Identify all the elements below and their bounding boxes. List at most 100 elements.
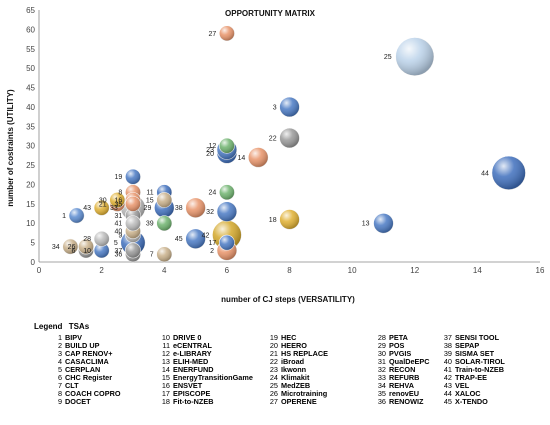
legend-item-number: 34 [377,380,386,390]
y-tick-label: 65 [26,6,35,15]
legend-column: 37 SENSI TOOL 38 SEPAP 39 SISMA SET 40 SOLAR-TI… [440,334,535,405]
legend-item: 13 ELIH-MED [158,357,253,366]
legend-item-name: MedZEB [281,380,311,390]
bubble-15 [156,192,173,208]
legend-item-name: POS [389,340,405,350]
legend-item-name: COACH COPRO [65,388,121,398]
y-tick-label: 20 [26,180,35,189]
legend-item: 38 SEPAP [440,341,535,350]
bubble-3 [279,96,300,118]
legend-item: 45 X-TENDO [440,397,535,406]
legend-item-number: 37 [443,333,452,342]
bubble-14 [247,147,269,168]
legend-item-name: DRIVE 0 [173,333,202,342]
legend-item-name: HEERO [281,340,307,350]
legend-item: 10 DRIVE 0 [158,334,253,342]
legend-item-number: 28 [377,333,386,342]
legend-item: 3 CAP RENOV+ [50,349,145,358]
legend-item: 41 Train-to-NZEB [440,364,535,374]
legend-item-name: HS REPLACE [281,348,329,358]
legend-item-name: Train-to-NZEB [455,364,505,374]
x-tick-label: 12 [410,266,419,275]
bubble-44 [491,155,526,190]
legend-item-number: 36 [377,396,386,406]
legend-item: 1 BIPV [50,334,145,342]
bubble-label-37: 37 [115,248,123,255]
y-tick-label: 5 [31,239,36,248]
legend-item-number: 9 [57,396,62,406]
bubble-label-29: 29 [144,205,152,212]
bubble-label-7: 7 [150,252,154,259]
legend-item: 31 QualDeEPC [374,357,469,366]
legend-column: 19 HEC 20 HEERO 21 HS REPLACE 22 iBroad 23 Ikwonn… [266,334,361,405]
legend-item: 43 VEL [440,381,535,390]
legend-item-name: ENSVET [173,380,203,390]
bubble-label-36: 36 [115,252,123,259]
legend-item: 37 SENSI TOOL [440,334,535,342]
legend-item-name: e-LIBRARY [173,348,212,358]
legend-item-number: 24 [269,372,278,382]
legend-item: 5 CERPLAN [50,365,145,374]
legend-subtitle: TSAs [68,322,90,331]
chart-title: OPPORTUNITY MATRIX [225,9,316,18]
legend-item-name: PETA [389,333,408,342]
bubble-41 [125,215,141,232]
legend-item-number: 12 [161,348,170,358]
legend-item: 9 DOCET [50,396,145,406]
bubble-18 [279,209,300,230]
legend-item-name: Ikwonn [281,364,307,374]
bubble-7 [156,246,173,263]
y-axis-title: number of costraints (UTILITY) [6,89,15,207]
bubble-17 [218,234,235,251]
legend-item-number: 4 [57,356,62,366]
legend-item-name: SOLAR-TIROL [455,356,505,366]
legend-item: 12 e-LIBRARY [158,348,253,358]
bubble-label-40: 40 [115,228,123,235]
y-tick-label: 15 [26,200,35,209]
legend-item: 18 Fit-to-NZEB [158,397,253,406]
bubble-label-23: 23 [206,147,214,154]
bubble-25 [395,37,435,76]
legend-item-name: HEC [281,333,297,342]
legend-item-name: XALOC [455,388,481,398]
bubble-19 [125,168,141,185]
x-tick-label: 2 [99,266,104,275]
legend-item-number: 26 [269,388,278,398]
bubble-label-1: 1 [62,213,66,220]
legend-item: 23 Ikwonn [266,364,361,374]
bubble-label-42: 42 [202,232,210,239]
legend-item-number: 11 [162,340,170,350]
legend-item-name: BIPV [65,333,83,342]
legend-item-number: 8 [57,388,62,398]
legend-item-number: 6 [57,372,62,382]
legend-item-number: 16 [161,380,170,390]
legend-item-name: Klimakit [281,372,310,382]
legend-item-number: 1 [57,333,62,342]
legend-item: 22 iBroad [266,356,361,366]
bubble-label-3: 3 [273,104,277,111]
bubble-24 [218,184,235,201]
legend-item: 28 PETA [374,334,469,342]
bubble-label-26: 26 [68,244,76,251]
bubble-label-11: 11 [146,190,153,197]
legend-item-number: 2 [57,340,62,350]
legend-item-number: 15 [161,372,170,382]
legend-item-name: EnergyTransitionGame [173,372,253,382]
legend-item-name: REHVA [389,380,415,390]
legend-item: 17 EPISCOPE [158,389,253,398]
y-tick-label: 55 [26,45,35,54]
bubble-39 [156,215,173,232]
legend-item-name: eCENTRAL [173,340,212,350]
bubble-35 [125,195,141,212]
bubble-label-44: 44 [481,170,489,177]
legend-item-name: Microtraining [281,388,328,398]
bubble-38 [185,197,206,218]
bubble-37 [125,242,141,259]
legend: Legend TSAs 1 BIPV 2 BUILD UP 3 CAP RENOV+ 4 CA… [0,318,550,425]
legend-item: 7 CLT [50,381,145,390]
y-tick-label: 30 [26,142,35,151]
y-tick-label: 45 [26,84,35,93]
legend-item-number: 22 [269,356,278,366]
bubble-series: 1235678910111213141516171819202122232425… [52,25,526,263]
legend-item: 36 RENOWIZ [374,396,469,406]
